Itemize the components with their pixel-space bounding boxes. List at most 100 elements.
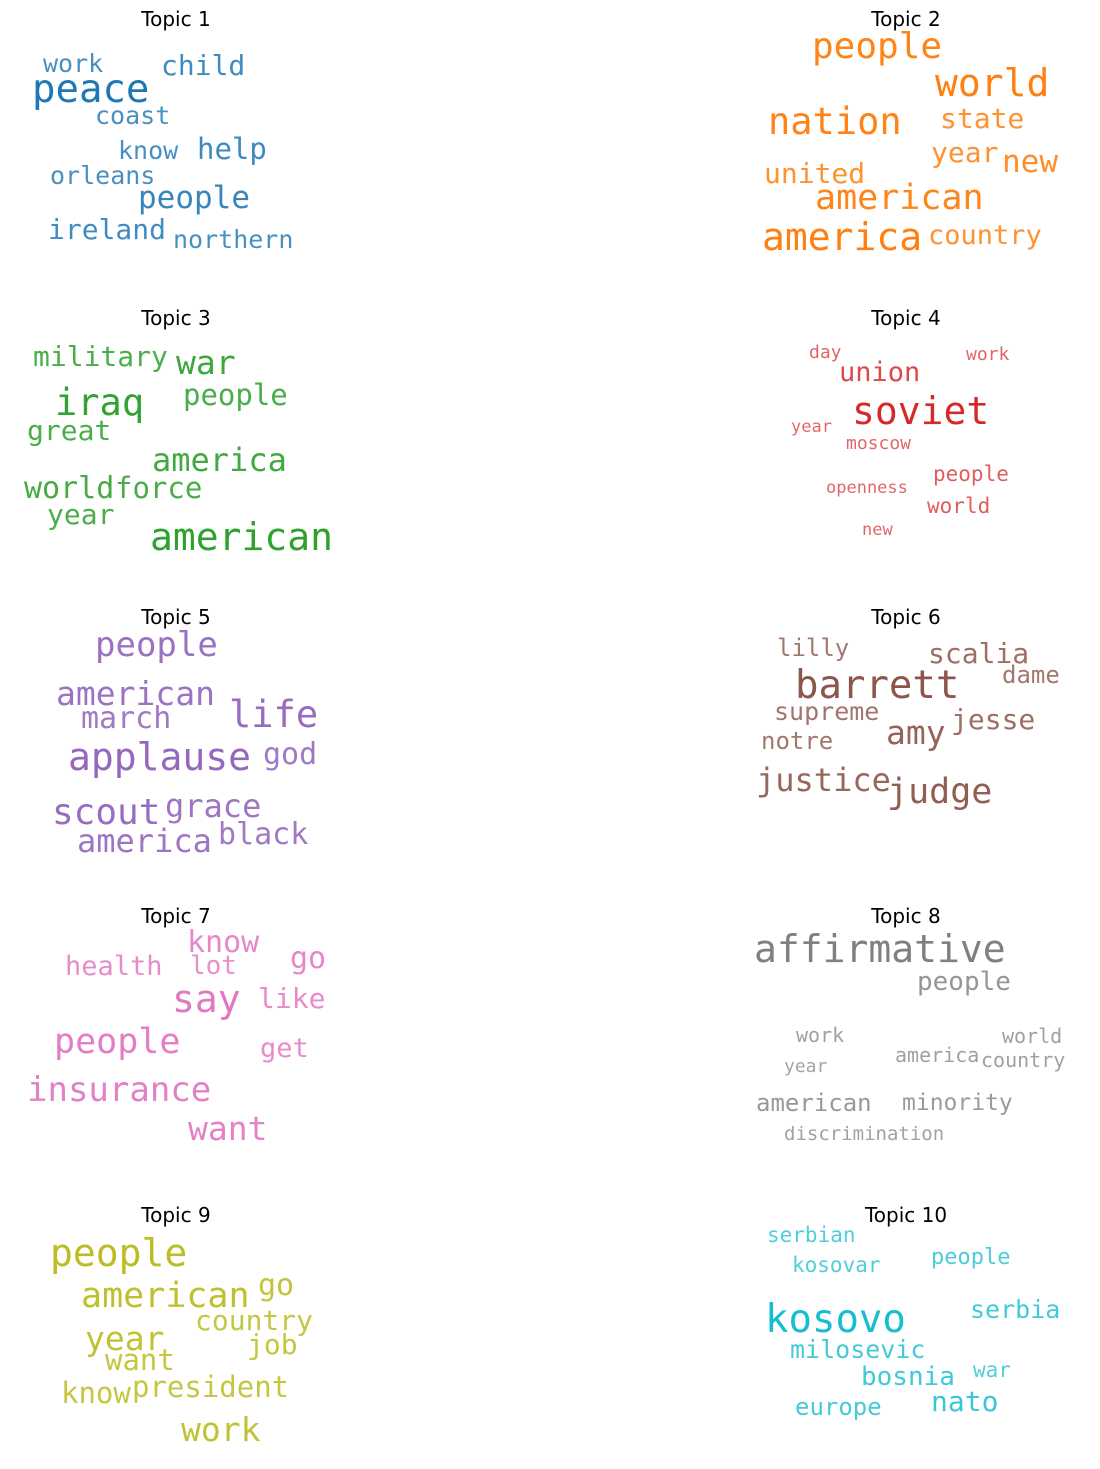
cloud-word: life <box>229 693 319 736</box>
cloud-word: lilly <box>777 634 850 662</box>
cloud-word: year <box>85 1319 165 1358</box>
cloud-word: barrett <box>795 663 960 708</box>
cloud-word: state <box>940 102 1025 135</box>
cloud-word: president <box>132 1370 290 1404</box>
cloud-word: people <box>138 180 250 216</box>
cloud-word: nation <box>768 100 902 143</box>
topic-9-word-cloud: Topic 9 people american year work go wan… <box>0 1196 550 1469</box>
topic-title: Topic 2 <box>871 7 941 31</box>
cloud-word: people <box>183 378 288 412</box>
cloud-word: northern <box>173 225 294 254</box>
cloud-word: orleans <box>50 161 156 190</box>
cloud-word: nato <box>931 1385 999 1418</box>
cloud-word: year <box>931 136 999 169</box>
cloud-word: american <box>81 1276 250 1316</box>
cloud-word: country <box>195 1304 314 1337</box>
cloud-word: want <box>188 1109 268 1148</box>
cloud-word: affirmative <box>754 927 1006 971</box>
cloud-word: amy <box>886 713 946 752</box>
cloud-word: day <box>809 342 842 363</box>
topic-3-word-cloud: Topic 3 american iraq war america world … <box>0 299 550 598</box>
cloud-word: scout <box>52 792 161 833</box>
topic-title: Topic 4 <box>871 306 941 330</box>
cloud-word: america <box>762 215 923 259</box>
cloud-word: year <box>47 498 115 531</box>
cloud-word: ireland <box>48 213 167 246</box>
cloud-word: peace <box>32 67 150 112</box>
cloud-word: want <box>105 1343 175 1377</box>
cloud-word: america <box>895 1043 980 1067</box>
topic-title: Topic 6 <box>871 605 941 629</box>
cloud-word: job <box>247 1328 298 1361</box>
cloud-word: lot <box>190 951 237 981</box>
cloud-word: country <box>928 220 1042 251</box>
cloud-word: year <box>791 417 832 437</box>
cloud-word: people <box>917 967 1011 997</box>
cloud-word: people <box>931 1245 1011 1270</box>
topic-8-word-cloud: Topic 8 affirmative people american mino… <box>550 897 1100 1196</box>
cloud-word: kosovo <box>765 1297 906 1342</box>
cloud-word: coast <box>95 101 171 130</box>
cloud-word: know <box>61 1376 131 1410</box>
cloud-word: new <box>862 520 893 540</box>
cloud-word: go <box>258 1268 295 1303</box>
topic-10-word-cloud: Topic 10 kosovo nato bosnia serbia milos… <box>550 1196 1100 1469</box>
cloud-word: people <box>933 462 1009 486</box>
cloud-word: soviet <box>852 389 990 433</box>
cloud-word: world <box>1002 1024 1063 1048</box>
cloud-word: serbia <box>970 1295 1061 1324</box>
cloud-word: country <box>981 1048 1066 1072</box>
cloud-word: world <box>927 494 991 518</box>
cloud-word: world <box>935 61 1050 105</box>
cloud-word: dame <box>1002 661 1060 689</box>
cloud-word: military <box>33 340 168 373</box>
cloud-word: world <box>24 471 115 506</box>
cloud-word: work <box>796 1023 845 1047</box>
cloud-word: applause <box>68 735 252 779</box>
cloud-word: american <box>56 674 215 713</box>
cloud-word: moscow <box>846 433 912 454</box>
cloud-word: health <box>65 951 163 982</box>
cloud-word: people <box>54 1022 181 1062</box>
cloud-word: scalia <box>928 637 1030 670</box>
cloud-word: milosevic <box>790 1335 926 1364</box>
topic-6-word-cloud: Topic 6 barrett judge amy justice scalia… <box>550 598 1100 897</box>
cloud-word: united <box>764 157 866 190</box>
cloud-word: grace <box>165 787 262 825</box>
cloud-word: get <box>260 1033 309 1064</box>
cloud-word: insurance <box>27 1070 212 1110</box>
cloud-word: war <box>176 343 236 382</box>
topic-1-word-cloud: Topic 1 peace people help child ireland … <box>0 0 550 299</box>
topic-title: Topic 1 <box>141 7 211 31</box>
cloud-word: justice <box>756 761 891 799</box>
cloud-word: europe <box>795 1393 882 1421</box>
topic-title: Topic 9 <box>141 1203 211 1227</box>
cloud-word: bosnia <box>861 1362 955 1392</box>
cloud-word: people <box>812 26 943 67</box>
cloud-word: iraq <box>55 381 145 424</box>
cloud-word: serbian <box>767 1223 856 1247</box>
topic-5-word-cloud: Topic 5 applause life scout people ameri… <box>0 598 550 897</box>
cloud-word: march <box>81 701 172 736</box>
cloud-word: judge <box>887 772 993 812</box>
cloud-word: say <box>172 977 241 1021</box>
cloud-word: war <box>973 1358 1011 1382</box>
cloud-word: force <box>115 471 203 505</box>
cloud-word: american <box>756 1089 872 1117</box>
cloud-word: know <box>187 925 260 960</box>
cloud-word: god <box>263 737 318 772</box>
topic-4-word-cloud: Topic 4 soviet union people world moscow… <box>550 299 1100 598</box>
cloud-word: new <box>1002 144 1058 180</box>
topic-title: Topic 3 <box>141 306 211 330</box>
cloud-word: great <box>27 414 112 447</box>
cloud-word: people <box>95 625 218 665</box>
cloud-word: america <box>77 822 212 860</box>
cloud-word: work <box>966 344 1010 365</box>
cloud-word: american <box>815 178 984 218</box>
cloud-word: child <box>161 49 246 82</box>
cloud-word: kosovar <box>792 1253 881 1277</box>
cloud-word: work <box>43 49 104 78</box>
topic-title: Topic 10 <box>864 1203 948 1227</box>
cloud-word: help <box>197 132 267 166</box>
cloud-word: american <box>150 515 334 559</box>
